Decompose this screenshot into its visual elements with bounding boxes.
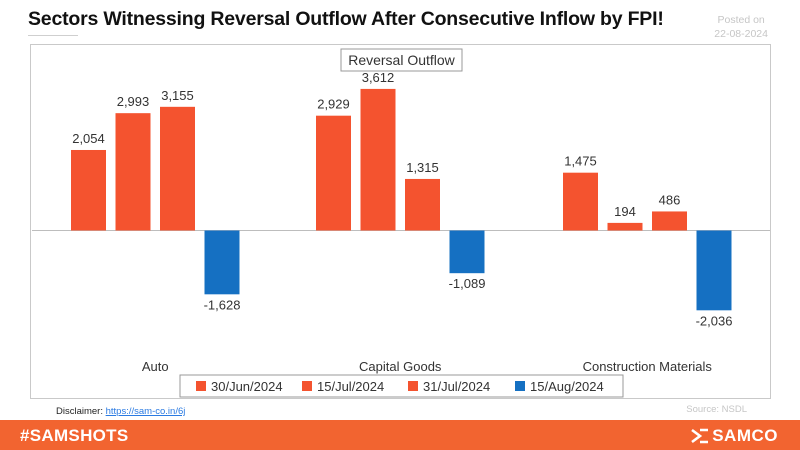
disclaimer: Disclaimer: https://sam-co.in/6j — [56, 406, 185, 417]
posted-label: Posted on — [717, 14, 765, 26]
bar-1-1 — [360, 88, 396, 231]
title-divider — [28, 35, 78, 36]
category-label-1: Capital Goods — [359, 359, 442, 374]
category-label-2: Construction Materials — [583, 359, 713, 374]
data-label-0-3: -1,628 — [204, 297, 241, 312]
chart-title-box — [340, 48, 463, 72]
bar-2-3 — [696, 230, 732, 311]
bar-0-2 — [160, 106, 195, 231]
legend-swatch-3 — [515, 381, 525, 391]
data-label-2-0: 1,475 — [564, 154, 597, 169]
legend-swatch-0 — [196, 381, 206, 391]
data-label-1-1: 3,612 — [362, 70, 395, 85]
chart-frame — [30, 44, 771, 399]
bar-1-3 — [449, 230, 485, 274]
data-label-0-0: 2,054 — [72, 131, 105, 146]
legend-label-1: 15/Jul/2024 — [317, 379, 384, 394]
legend-label-0: 30/Jun/2024 — [211, 379, 283, 394]
legend-label-3: 15/Aug/2024 — [530, 379, 604, 394]
legend-box — [179, 374, 624, 398]
posted-date-block: Posted on 22-08-2024 — [714, 13, 768, 41]
bar-0-3 — [204, 230, 240, 295]
source-note: Source: NSDL — [686, 404, 747, 415]
chart-title: Reversal Outflow — [348, 52, 455, 68]
hashtag: #SAMSHOTS — [20, 426, 129, 445]
legend-swatch-2 — [408, 381, 418, 391]
brand-logo[interactable]: SAMCO — [691, 426, 778, 446]
bar-1-0 — [316, 115, 351, 231]
bar-2-0 — [563, 172, 598, 231]
footer-bar: #SAMSHOTS SAMCO — [0, 420, 800, 450]
disclaimer-label: Disclaimer: — [56, 406, 103, 417]
bar-1-2 — [405, 178, 440, 231]
bar-2-2 — [652, 211, 687, 231]
data-label-0-1: 2,993 — [117, 94, 150, 109]
legend-label-2: 31/Jul/2024 — [423, 379, 490, 394]
data-label-1-0: 2,929 — [317, 97, 350, 112]
samco-logo-icon — [691, 428, 709, 444]
data-label-2-2: 486 — [659, 192, 681, 207]
posted-date: 22-08-2024 — [714, 28, 768, 40]
page-title: Sectors Witnessing Reversal Outflow Afte… — [28, 8, 664, 30]
legend-swatch-1 — [302, 381, 312, 391]
data-label-2-1: 194 — [614, 204, 636, 219]
category-label-0: Auto — [142, 359, 169, 374]
bar-2-1 — [607, 222, 643, 231]
data-label-1-3: -1,089 — [449, 276, 486, 291]
bar-0-1 — [115, 113, 151, 231]
data-label-2-3: -2,036 — [696, 313, 733, 328]
data-label-0-2: 3,155 — [161, 88, 194, 103]
disclaimer-link[interactable]: https://sam-co.in/6j — [105, 406, 186, 417]
bar-0-0 — [71, 149, 106, 231]
data-label-1-2: 1,315 — [406, 160, 439, 175]
brand-name: SAMCO — [712, 426, 778, 445]
